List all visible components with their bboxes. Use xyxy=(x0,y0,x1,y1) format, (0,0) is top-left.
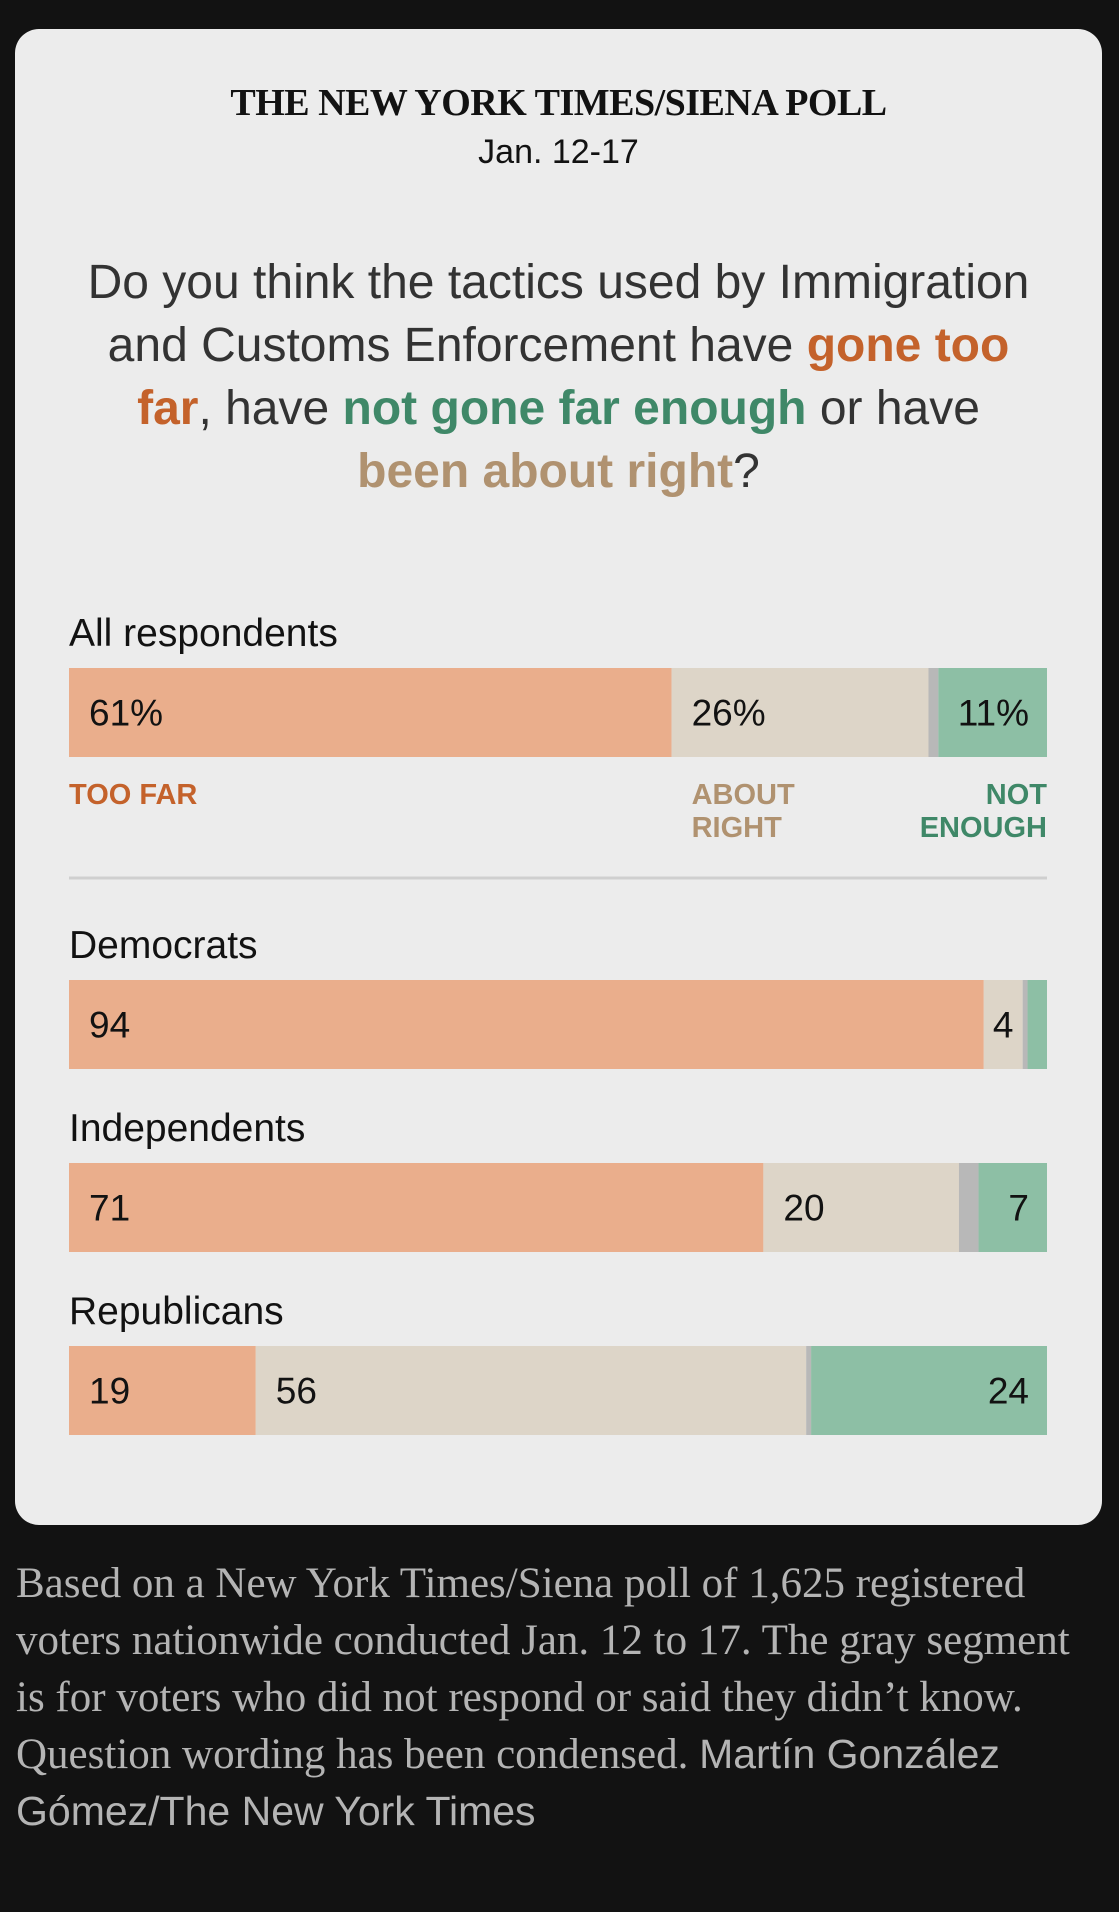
bar-segment-all-respondents-2 xyxy=(928,668,939,757)
question-too-far: gone too far xyxy=(137,319,1010,435)
legend-about-right-1: RIGHT xyxy=(692,812,783,844)
data-label-independents-3: 7 xyxy=(1008,1188,1029,1229)
bar-segment-independents-0 xyxy=(69,1163,764,1252)
stacked-bar-chart: All respondents 61% 26% 11% TOO FAR ABOUTRIGH… xyxy=(69,612,1048,1435)
question-not-enough: not gone far enough xyxy=(342,382,807,435)
bar-segment-republicans-1 xyxy=(255,1346,807,1435)
chart-card: THE NEW YORK TIMES/SIENA POLL Jan. 12-17… xyxy=(15,29,1102,1525)
bar-segment-democrats-3 xyxy=(1027,980,1047,1069)
bar-segment-republicans-2 xyxy=(806,1346,812,1435)
photo-credit: Martín González Gómez/The New York Times xyxy=(16,1731,1000,1834)
data-label-independents-1: 20 xyxy=(783,1188,824,1229)
question-text: Do you think the tactics used by Immigra… xyxy=(75,251,1042,503)
bar-segment-republicans-0 xyxy=(69,1346,256,1435)
bar-segment-all-respondents-0 xyxy=(69,668,672,757)
group-label-independents: Independents xyxy=(69,1107,305,1150)
data-label-all-respondents-3: 11% xyxy=(958,693,1029,734)
legend-not-enough-0: NOT xyxy=(986,779,1048,811)
data-label-republicans-0: 19 xyxy=(89,1371,130,1412)
group-label-republicans: Republicans xyxy=(69,1290,284,1333)
data-label-democrats-1: 4 xyxy=(993,1005,1014,1046)
poll-dates: Jan. 12-17 xyxy=(478,133,639,171)
bar-segment-independents-3 xyxy=(978,1163,1047,1252)
bar-segment-democrats-2 xyxy=(1022,980,1028,1069)
bar-segment-independents-1 xyxy=(763,1163,959,1252)
poll-title: THE NEW YORK TIMES/SIENA POLL xyxy=(230,82,887,124)
legend-about-right-0: ABOUT xyxy=(692,779,795,811)
question-about-right: been about right xyxy=(357,445,734,498)
data-label-all-respondents-0: 61% xyxy=(89,693,163,734)
question-part-3: or have xyxy=(806,382,980,435)
group-label-all-respondents: All respondents xyxy=(69,612,338,655)
bar-segment-democrats-0 xyxy=(69,980,984,1069)
question-part-4: ? xyxy=(733,445,760,498)
bar-segment-independents-2 xyxy=(958,1163,979,1252)
bar-segment-republicans-3 xyxy=(811,1346,1047,1435)
question-part-1: Do you think the tactics used by Immigra… xyxy=(87,256,1030,372)
bar-segment-all-respondents-1 xyxy=(671,668,929,757)
data-label-all-respondents-1: 26% xyxy=(692,693,766,734)
bar-segment-democrats-1 xyxy=(983,980,1023,1069)
legend-not-enough-1: ENOUGH xyxy=(920,812,1047,844)
legend-too-far: TOO FAR xyxy=(69,779,197,811)
bar-segment-all-respondents-3 xyxy=(938,668,1047,757)
footnote: Based on a New York Times/Siena poll of … xyxy=(16,1555,1106,1840)
data-label-republicans-3: 24 xyxy=(988,1371,1029,1412)
data-label-democrats-0: 94 xyxy=(89,1005,130,1046)
question-part-2: , have xyxy=(198,382,343,435)
footnote-text: Based on a New York Times/Siena poll of … xyxy=(16,1560,1070,1778)
data-label-independents-0: 71 xyxy=(89,1188,130,1229)
data-label-republicans-1: 56 xyxy=(276,1371,317,1412)
group-label-democrats: Democrats xyxy=(69,924,258,967)
